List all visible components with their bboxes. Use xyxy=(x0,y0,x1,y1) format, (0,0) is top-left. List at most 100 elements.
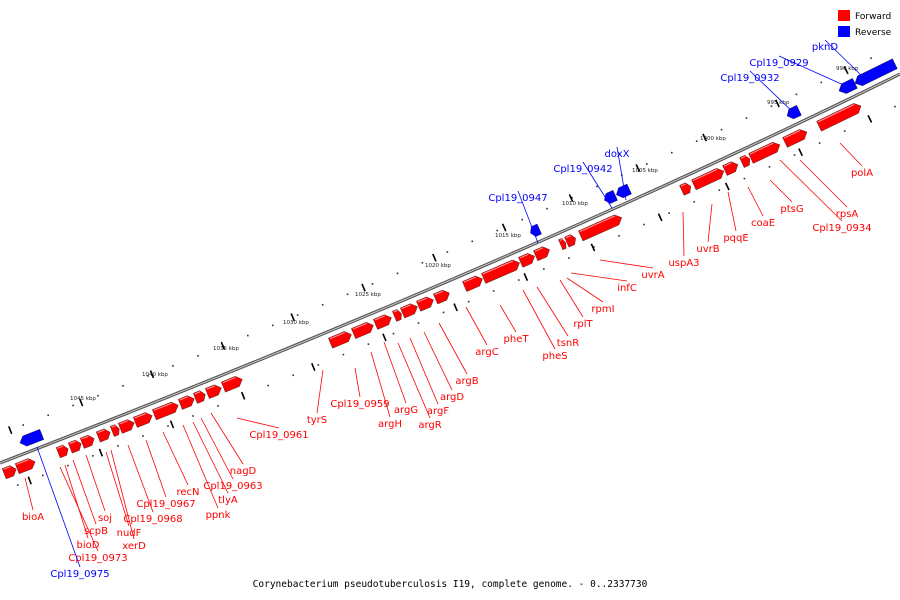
gene-label-rplt[interactable]: rplT xyxy=(573,319,593,330)
gene-label-cpl19-0973[interactable]: Cpl19_0973 xyxy=(68,553,127,564)
gene-cpl19-0959[interactable] xyxy=(351,322,374,339)
gene-label-tlya[interactable]: tlyA xyxy=(218,495,238,506)
leader-tsnr xyxy=(536,286,569,337)
major-tick xyxy=(290,313,295,322)
leader-cpl19-0934 xyxy=(779,159,843,222)
gene-bevel xyxy=(57,445,64,449)
scale-dot xyxy=(197,355,199,357)
gene-label-ptsg[interactable]: ptsG xyxy=(780,204,803,215)
gene-label-argf[interactable]: argF xyxy=(427,406,449,417)
gene-pola[interactable] xyxy=(816,103,862,132)
leader-doxx xyxy=(616,146,627,201)
gene-label-cpl19-0959[interactable]: Cpl19_0959 xyxy=(330,399,389,410)
gene-pknd[interactable] xyxy=(854,58,898,87)
gene-label-recn[interactable]: recN xyxy=(176,487,199,498)
scale-dot xyxy=(417,322,420,324)
gene-cpl19-0947[interactable] xyxy=(530,223,542,237)
gene-label-cpl19-0968[interactable]: Cpl19_0968 xyxy=(123,514,182,525)
gene-bevel xyxy=(680,183,687,187)
gene-label-cpl19-0975[interactable]: Cpl19_0975 xyxy=(50,569,109,580)
gene-label-argg[interactable]: argG xyxy=(394,405,418,416)
gene-nagd[interactable] xyxy=(220,376,243,393)
gene-label-phet[interactable]: pheT xyxy=(504,334,530,345)
gene-cpl19-0975[interactable] xyxy=(19,429,45,447)
gene-label-bioa[interactable]: bioA xyxy=(22,512,44,523)
gene-label-argc[interactable]: argC xyxy=(475,347,498,358)
gene-label-ppnk[interactable]: ppnk xyxy=(206,510,231,521)
scale-dot xyxy=(371,283,374,285)
gene-scpb[interactable] xyxy=(55,444,69,459)
gene-label-pola[interactable]: polA xyxy=(851,168,873,179)
gene-label-nudf[interactable]: nudF xyxy=(117,528,142,539)
gene-label-nagd[interactable]: nagD xyxy=(230,466,257,477)
leader-pola xyxy=(839,142,863,167)
scale-dot xyxy=(92,454,94,457)
gene-label-uvra[interactable]: uvrA xyxy=(641,270,664,281)
gene-label-rpsa[interactable]: rpsA xyxy=(836,209,859,220)
gene-label-cpl19-0942[interactable]: Cpl19_0942 xyxy=(553,164,612,175)
gene-label-rpmi[interactable]: rpmI xyxy=(591,304,614,315)
gene-label-xerd[interactable]: xerD xyxy=(122,541,146,552)
scale-dot xyxy=(818,142,821,144)
legend: Forward Reverse xyxy=(838,10,892,38)
gene-label-cpl19-0932[interactable]: Cpl19_0932 xyxy=(720,73,779,84)
gene-label-cpl19-0963[interactable]: Cpl19_0963 xyxy=(203,481,262,492)
gene-label-scpb[interactable]: scpB xyxy=(84,526,108,537)
gene-label-coae[interactable]: coaE xyxy=(751,218,775,229)
gene-label-uspa3[interactable]: uspA3 xyxy=(668,258,699,269)
gene-label-cpl19-0934[interactable]: Cpl19_0934 xyxy=(812,223,871,234)
gene-label-soj[interactable]: soj xyxy=(98,513,112,524)
gene-bevel xyxy=(111,425,116,428)
gene-ptsg[interactable] xyxy=(748,141,781,164)
leader-argh xyxy=(370,351,391,418)
gene-label-tyrs[interactable]: tyrS xyxy=(307,415,327,426)
gene-label-infc[interactable]: infC xyxy=(617,283,637,294)
gene-label-cpl19-0929[interactable]: Cpl19_0929 xyxy=(749,58,808,69)
leader-biod xyxy=(64,464,89,539)
gene-nudf[interactable] xyxy=(109,424,120,437)
leader-cpl19-0963 xyxy=(200,417,234,480)
gene-bevel xyxy=(119,420,128,425)
gene-bevel xyxy=(434,290,444,296)
gene-label-cpl19-0967[interactable]: Cpl19_0967 xyxy=(136,499,195,510)
gene-label-pknd[interactable]: pknD xyxy=(812,42,838,53)
gene-biod[interactable] xyxy=(14,458,36,475)
gene-label-uvrb[interactable]: uvrB xyxy=(696,244,719,255)
gene-uvrb[interactable] xyxy=(691,168,725,191)
gene-uvra[interactable] xyxy=(578,214,622,242)
gene-label-biod[interactable]: bioD xyxy=(77,540,100,551)
gene-label-pqqe[interactable]: pqqE xyxy=(723,233,748,244)
gene-cpl19-0929[interactable] xyxy=(838,78,858,94)
scale-dot xyxy=(670,151,673,154)
tick-label: 1035 kbp xyxy=(213,346,239,352)
leader-ptsg xyxy=(769,179,793,203)
major-tick xyxy=(657,213,663,222)
gene-rplt[interactable] xyxy=(558,238,567,251)
gene-label-argd[interactable]: argD xyxy=(440,392,464,403)
gene-label-argb[interactable]: argB xyxy=(455,376,478,387)
gene-label-tsnr[interactable]: tsnR xyxy=(557,338,579,349)
gene-label-argr[interactable]: argR xyxy=(418,420,441,431)
scale-dot xyxy=(546,207,548,210)
gene-tyrs[interactable] xyxy=(328,331,352,349)
gene-label-cpl19-0961[interactable]: Cpl19_0961 xyxy=(249,430,308,441)
gene-label-argh[interactable]: argH xyxy=(378,419,402,430)
gene-argc[interactable] xyxy=(462,275,483,292)
gene-recn[interactable] xyxy=(151,401,179,421)
gene-cpl19-0932[interactable] xyxy=(786,105,802,120)
scale-dot xyxy=(768,166,771,168)
gene-coae[interactable] xyxy=(739,155,751,168)
gene-rpsa[interactable] xyxy=(782,129,808,148)
gene-label-phes[interactable]: pheS xyxy=(542,351,567,362)
gene-doxx[interactable] xyxy=(616,183,632,199)
gene-bevel xyxy=(401,304,412,310)
leader-xerd xyxy=(110,449,135,540)
leader-uvra xyxy=(599,259,654,269)
gene-phet[interactable] xyxy=(481,259,520,284)
gene-label-cpl19-0947[interactable]: Cpl19_0947 xyxy=(488,193,547,204)
gene-label-doxx[interactable]: doxX xyxy=(605,149,630,160)
major-tick xyxy=(867,114,873,123)
gene-argg[interactable] xyxy=(392,309,402,322)
leader-cpl19-0947 xyxy=(517,190,539,244)
